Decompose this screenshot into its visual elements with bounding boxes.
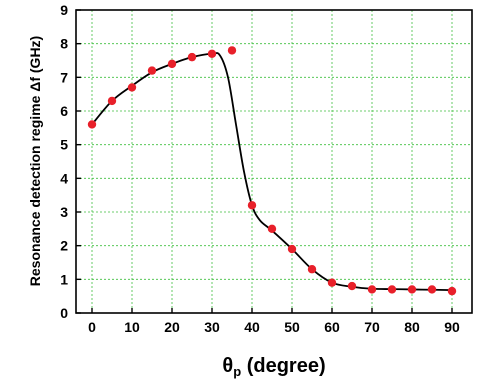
data-point [267,224,277,234]
data-point [447,286,457,296]
data-point [347,281,357,291]
x-tick-label: 60 [324,319,340,335]
data-point [407,285,417,294]
x-tick-label: 30 [204,319,220,335]
plot-frame [75,9,473,314]
y-tick-label: 1 [60,271,68,287]
x-tick-label: 40 [244,319,260,335]
y-axis-title: Resonance detection regime Δf (GHz) [27,36,43,286]
axis-ticks: 0 10 20 30 40 50 60 70 80 90 0 1 2 3 4 5 6 7 8 9 [60,2,460,335]
y-tick-label: 9 [60,2,68,18]
data-point [87,120,97,129]
data-point [167,59,177,69]
y-tick-label: 7 [60,69,68,85]
x-tick-label: 0 [88,319,96,335]
data-point [247,201,257,210]
data-point [127,83,137,92]
grid [76,9,472,314]
x-tick-label: 20 [164,319,180,335]
x-tick-label: 70 [364,319,380,335]
x-axis-title-subscript: p [233,364,241,379]
data-point [427,285,437,294]
data-points-layer [87,46,457,296]
x-tick-label: 80 [404,319,420,335]
fit-line-layer [91,52,453,292]
data-point [307,265,317,274]
data-point [367,285,377,294]
x-axis-title: θp (degree) [222,355,325,379]
y-tick-label: 3 [60,204,68,220]
y-tick-label: 4 [60,170,68,186]
y-tick-label: 2 [60,238,68,254]
y-tick-label: 6 [60,103,68,119]
x-tick-label: 10 [124,319,140,335]
x-tick-label: 90 [444,319,460,335]
data-point [227,46,237,55]
data-point [387,285,397,294]
x-axis-title-symbol: θ [222,355,233,377]
y-tick-label: 8 [60,36,68,52]
fit-curve [91,52,453,292]
y-tick-label: 0 [60,305,68,321]
data-point [147,66,157,75]
x-axis-title-unit: (degree) [241,355,325,377]
y-tick-label: 5 [60,137,68,153]
x-tick-label: 50 [284,319,300,335]
data-point [207,49,217,58]
data-point [327,278,337,287]
data-point [107,96,117,106]
data-point [187,52,197,62]
data-point [287,244,297,254]
